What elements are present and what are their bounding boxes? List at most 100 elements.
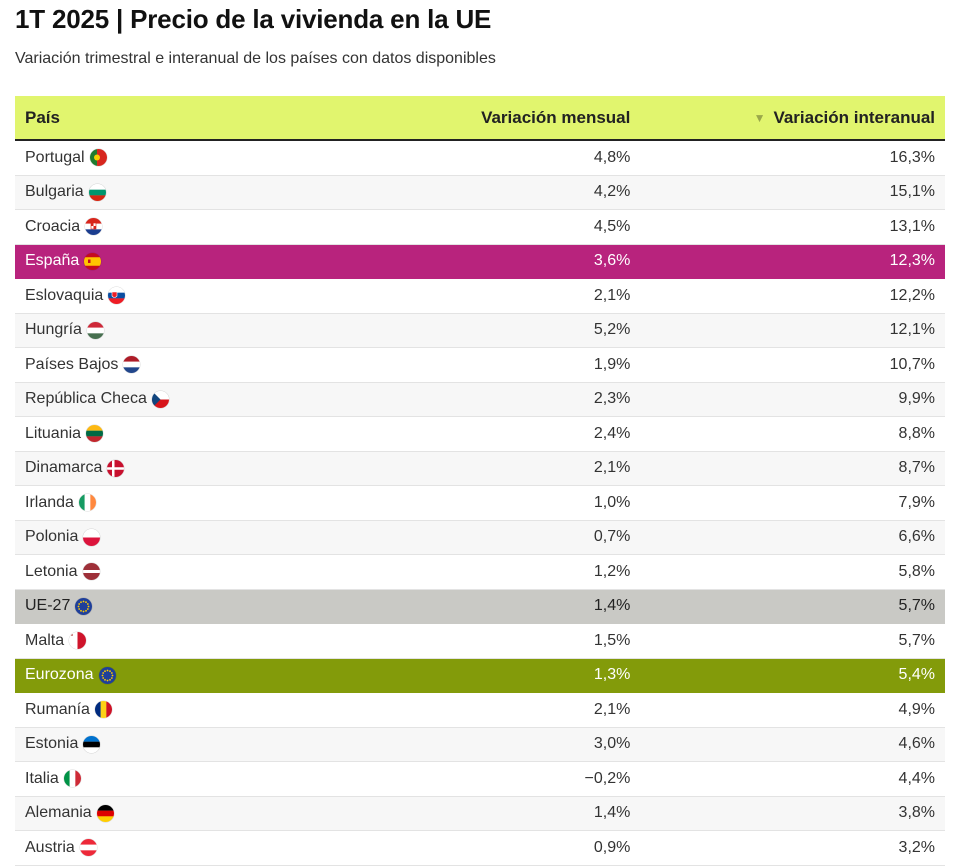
table-row: Países Bajos 1,9% 10,7% xyxy=(15,348,945,383)
cell-country: Malta xyxy=(15,632,371,650)
netherlands-flag-icon xyxy=(123,356,141,374)
table-row: Estonia 3,0% 4,6% xyxy=(15,727,945,762)
table-row: Italia −0,2% 4,4% xyxy=(15,762,945,797)
cell-monthly: 2,1% xyxy=(593,459,631,477)
cell-monthly: 2,1% xyxy=(593,286,631,304)
table-row: Irlanda 1,0% 7,9% xyxy=(15,486,945,521)
cell-monthly: 3,6% xyxy=(593,252,631,270)
country-name: Hungría xyxy=(25,321,82,339)
cell-yearly: 8,7% xyxy=(898,459,936,477)
cell-yearly: 5,7% xyxy=(898,597,936,615)
cell-country: Alemania xyxy=(15,804,371,822)
denmark-flag-icon xyxy=(107,459,125,477)
cell-country: Irlanda xyxy=(15,494,371,512)
page-subtitle: Variación trimestral e interanual de los… xyxy=(15,50,496,67)
cell-country: Polonia xyxy=(15,528,371,546)
cell-country: Estonia xyxy=(15,735,371,753)
cell-yearly: 5,8% xyxy=(898,562,936,580)
country-name: Lituania xyxy=(25,424,82,442)
cell-monthly: 1,0% xyxy=(593,493,631,511)
cell-monthly: 1,2% xyxy=(593,562,631,580)
country-name: Estonia xyxy=(25,735,79,753)
table-row: Alemania 1,4% 3,8% xyxy=(15,796,945,831)
table-row: España 3,6% 12,3% xyxy=(15,244,945,279)
austria-flag-icon xyxy=(79,839,97,857)
cell-yearly: 10,7% xyxy=(889,355,936,373)
italy-flag-icon xyxy=(63,770,81,788)
table-row: Rumanía 2,1% 4,9% xyxy=(15,693,945,728)
country-name: Croacia xyxy=(25,217,81,235)
page-title: 1T 2025 | Precio de la vivienda en la UE xyxy=(15,4,492,34)
cell-yearly: 3,8% xyxy=(898,804,936,822)
cell-country: Dinamarca xyxy=(15,459,371,477)
table-row: UE-27 1,4% 5,7% xyxy=(15,589,945,624)
table-row: Polonia 0,7% 6,6% xyxy=(15,520,945,555)
country-name: Dinamarca xyxy=(25,459,103,477)
cell-monthly: 1,4% xyxy=(593,804,631,822)
country-name: España xyxy=(25,252,80,270)
cell-yearly: 4,4% xyxy=(898,769,936,787)
cell-country: Lituania xyxy=(15,425,371,443)
country-name: UE-27 xyxy=(25,597,71,615)
sort-descending-icon: ▼ xyxy=(753,110,766,125)
table-row: Lituania 2,4% 8,8% xyxy=(15,417,945,452)
country-name: Alemania xyxy=(25,804,92,822)
country-name: Malta xyxy=(25,631,65,649)
cell-monthly: 1,9% xyxy=(593,355,631,373)
cell-country: Bulgaria xyxy=(15,183,371,201)
country-name: Rumanía xyxy=(25,700,90,718)
eu-flag-icon xyxy=(98,666,116,684)
estonia-flag-icon xyxy=(83,735,101,753)
cell-monthly: 0,9% xyxy=(593,838,631,856)
table-row: Hungría 5,2% 12,1% xyxy=(15,313,945,348)
country-name: Polonia xyxy=(25,528,79,546)
cell-country: Países Bajos xyxy=(15,356,371,374)
country-name: Portugal xyxy=(25,148,85,166)
cell-country: UE-27 xyxy=(15,597,371,615)
cell-monthly: 2,1% xyxy=(593,700,631,718)
cell-country: Letonia xyxy=(15,563,371,581)
malta-flag-icon xyxy=(69,632,87,650)
cell-monthly: 0,7% xyxy=(593,528,631,546)
table-row: Malta 1,5% 5,7% xyxy=(15,624,945,659)
country-name: Eurozona xyxy=(25,666,94,684)
portugal-flag-icon xyxy=(89,149,107,167)
column-header-country[interactable]: País xyxy=(25,107,60,127)
cell-yearly: 9,9% xyxy=(898,390,936,408)
cell-yearly: 7,9% xyxy=(898,493,936,511)
cell-yearly: 12,3% xyxy=(889,252,936,270)
cell-country: Rumanía xyxy=(15,701,371,719)
cell-yearly: 15,1% xyxy=(889,183,936,201)
column-header-yearly-label: Variación interanual xyxy=(773,107,936,127)
country-name: Bulgaria xyxy=(25,183,84,201)
cell-yearly: 5,4% xyxy=(898,666,936,684)
table-row: Eurozona 1,3% 5,4% xyxy=(15,658,945,693)
cell-yearly: 13,1% xyxy=(889,217,936,235)
cell-country: Croacia xyxy=(15,218,371,236)
cell-country: Austria xyxy=(15,839,371,857)
table-row: Austria 0,9% 3,2% xyxy=(15,831,945,866)
cell-monthly: 4,2% xyxy=(593,183,631,201)
ireland-flag-icon xyxy=(78,494,96,512)
column-header-yearly[interactable]: ▼ Variación interanual xyxy=(630,108,945,128)
romania-flag-icon xyxy=(94,701,112,719)
country-name: Irlanda xyxy=(25,493,74,511)
housing-price-table: País Variación mensual ▼ Variación inter… xyxy=(15,96,945,866)
germany-flag-icon xyxy=(96,804,114,822)
bulgaria-flag-icon xyxy=(88,183,106,201)
country-name: Letonia xyxy=(25,562,78,580)
cell-monthly: 3,0% xyxy=(593,735,631,753)
cell-country: Eurozona xyxy=(15,666,371,684)
cell-monthly: 4,8% xyxy=(593,148,631,166)
eu-flag-icon xyxy=(75,597,93,615)
cell-yearly: 4,9% xyxy=(898,700,936,718)
country-name: República Checa xyxy=(25,390,147,408)
country-name: Italia xyxy=(25,769,59,787)
cell-monthly: 1,5% xyxy=(593,631,631,649)
cell-country: España xyxy=(15,252,371,270)
cell-country: Portugal xyxy=(15,149,371,167)
table-header: País Variación mensual ▼ Variación inter… xyxy=(15,96,945,141)
cell-yearly: 3,2% xyxy=(898,838,936,856)
latvia-flag-icon xyxy=(82,563,100,581)
column-header-monthly[interactable]: Variación mensual xyxy=(481,107,631,127)
